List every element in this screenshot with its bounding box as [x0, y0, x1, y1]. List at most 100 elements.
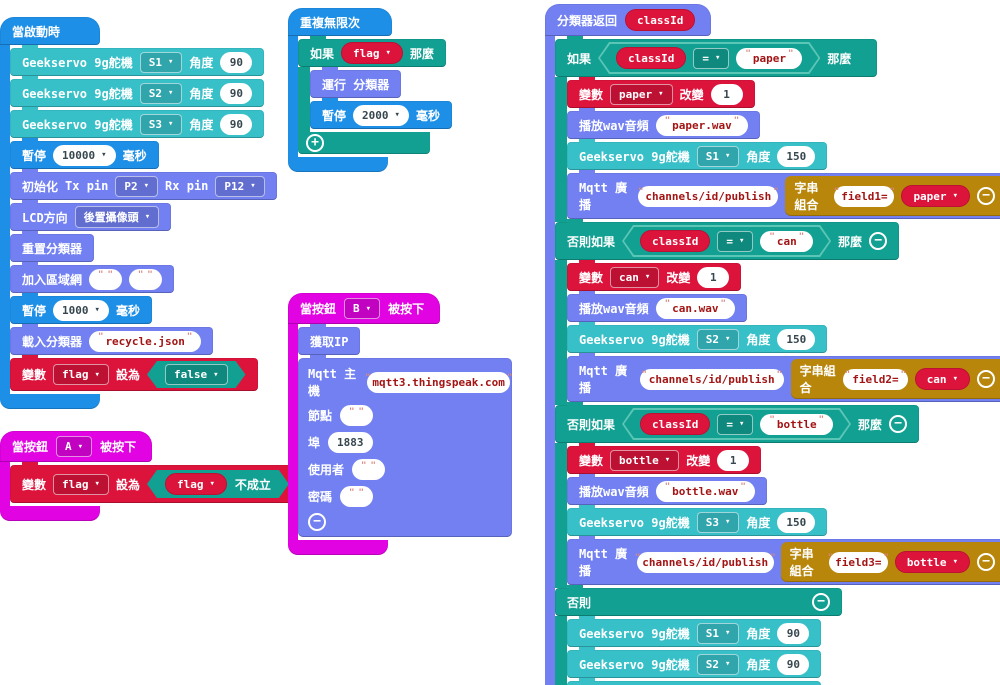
- lcd-direction-block[interactable]: LCD方向 後置攝像頭: [10, 200, 172, 231]
- on-start-stack[interactable]: 當啟動時 Geekservo 9g舵機 S1 角度 90 Geekservo 9…: [0, 17, 277, 409]
- servo-block[interactable]: Geekservo 9g舵機 S1 角度 90: [567, 616, 822, 647]
- change-variable-block[interactable]: 變數 bottle 改變 1: [567, 443, 762, 474]
- variable-dropdown[interactable]: flag: [53, 364, 109, 385]
- forever-stack[interactable]: 重複無限次 如果 flag 那麼 運行 分類器 暫停 2000 毫秒: [288, 8, 452, 172]
- mqtt-topic-field[interactable]: channels/id/publish: [638, 185, 779, 207]
- wifi-password-field[interactable]: [128, 268, 162, 290]
- angle-value-field[interactable]: 150: [777, 328, 816, 350]
- boolean-dropdown-hex[interactable]: false ▾: [147, 361, 246, 388]
- on-button-b-hat-block[interactable]: 當按鈕 B 被按下: [288, 293, 441, 324]
- servo-port-dropdown[interactable]: S2: [139, 82, 183, 104]
- remove-arg-button[interactable]: [976, 187, 995, 205]
- forever-hat-block[interactable]: 重複無限次: [288, 8, 392, 36]
- comparison-dropdown[interactable]: =: [693, 48, 729, 69]
- servo-block[interactable]: Geekservo 9g舵機 S3 角度 90: [10, 107, 265, 138]
- join-wifi-block[interactable]: 加入區域網: [10, 262, 174, 293]
- on-button-b-stack[interactable]: 當按鈕 B 被按下 獲取IP Mqtt 主機 mqtt3.thingspeak.…: [288, 293, 512, 555]
- init-serial-block[interactable]: 初始化 Tx pin P2 Rx pin P12: [10, 169, 277, 200]
- condition-variable-oval[interactable]: flag: [341, 42, 403, 64]
- if-block[interactable]: 如果 flag 那麼 運行 分類器 暫停 2000 毫秒: [298, 36, 452, 154]
- elseif-header[interactable]: 否則如果 classId = can 那麼: [555, 219, 900, 260]
- variable-dropdown[interactable]: paper: [610, 83, 673, 105]
- mqtt-host-field[interactable]: mqtt3.thingspeak.com: [367, 371, 511, 393]
- wifi-ssid-field[interactable]: [89, 268, 122, 290]
- delta-field[interactable]: 1: [697, 266, 730, 288]
- pause-duration-dropdown[interactable]: 10000: [53, 144, 116, 166]
- servo-block[interactable]: Geekservo 9g舵機 S2 角度 90: [567, 647, 822, 678]
- angle-value-field[interactable]: 90: [220, 82, 253, 104]
- compare-string-field[interactable]: paper: [736, 48, 802, 69]
- else-header[interactable]: 否則: [555, 585, 842, 616]
- play-wav-block[interactable]: 播放wav音頻 bottle.wav: [567, 474, 767, 505]
- condition-hex[interactable]: classId = can: [622, 225, 831, 257]
- on-button-a-hat-block[interactable]: 當按鈕 A 被按下: [0, 431, 153, 462]
- angle-value-field[interactable]: 90: [220, 51, 253, 73]
- servo-port-dropdown[interactable]: S2: [696, 328, 740, 350]
- on-start-hat-block[interactable]: 當啟動時: [0, 17, 100, 45]
- servo-block[interactable]: Geekservo 9g舵機 S2 角度 90: [10, 76, 265, 107]
- run-classifier-block[interactable]: 運行 分類器: [310, 67, 402, 98]
- pause-block[interactable]: 暫停 10000 毫秒: [10, 138, 159, 169]
- angle-value-field[interactable]: 90: [220, 113, 253, 135]
- classifier-hat-block[interactable]: 分類器返回 classId: [545, 4, 712, 36]
- classid-param-oval[interactable]: classId: [625, 9, 696, 31]
- play-wav-block[interactable]: 播放wav音頻 paper.wav: [567, 108, 761, 139]
- join-strings-block[interactable]: 字串組合 field3= bottle: [780, 542, 1000, 582]
- remove-branch-button[interactable]: [812, 593, 830, 611]
- button-dropdown[interactable]: B: [344, 298, 381, 319]
- on-button-a-stack[interactable]: 當按鈕 A 被按下 變數 flag 設為 flag 不成立: [0, 431, 301, 521]
- condition-hex[interactable]: classId = paper: [598, 42, 820, 74]
- if-header[interactable]: 如果 flag 那麼: [298, 36, 446, 67]
- collapse-options-button[interactable]: [308, 513, 326, 531]
- servo-port-dropdown[interactable]: S3: [139, 113, 183, 135]
- change-variable-block[interactable]: 變數 paper 改變 1: [567, 77, 755, 108]
- remove-arg-button[interactable]: [976, 553, 995, 571]
- classid-oval[interactable]: classId: [640, 230, 710, 252]
- variable-oval[interactable]: bottle: [894, 551, 970, 573]
- wav-file-field[interactable]: paper.wav: [655, 114, 749, 136]
- boolean-value-dropdown[interactable]: false ▾: [165, 364, 228, 385]
- mqtt-topic-field[interactable]: channels/id/publish: [636, 551, 774, 573]
- field-string[interactable]: field1=: [834, 185, 895, 207]
- pause-block[interactable]: 暫停 2000 毫秒: [310, 98, 452, 129]
- not-expression-hex[interactable]: flag 不成立: [147, 470, 289, 498]
- variable-oval[interactable]: paper: [901, 185, 970, 207]
- wav-file-field[interactable]: can.wav: [655, 297, 735, 319]
- pause-duration-dropdown[interactable]: 1000: [53, 299, 109, 321]
- condition-hex[interactable]: classId = bottle: [622, 408, 851, 440]
- variable-dropdown[interactable]: flag: [53, 473, 109, 495]
- classid-oval[interactable]: classId: [640, 413, 710, 435]
- reset-classifier-block[interactable]: 重置分類器: [10, 231, 95, 262]
- on-button-b-foot[interactable]: [288, 540, 388, 555]
- mqtt-password-field[interactable]: [340, 486, 373, 507]
- servo-port-dropdown[interactable]: S3: [696, 511, 740, 533]
- pause-block[interactable]: 暫停 1000 毫秒: [10, 293, 152, 324]
- remove-branch-button[interactable]: [889, 415, 908, 433]
- on-start-foot[interactable]: [0, 394, 100, 409]
- mqtt-topic-field[interactable]: channels/id/publish: [639, 368, 784, 390]
- servo-block[interactable]: Geekservo 9g舵機 S2 角度 150: [567, 322, 828, 353]
- set-variable-block[interactable]: 變數 flag 設為 false ▾: [10, 355, 258, 391]
- remove-arg-button[interactable]: [976, 370, 995, 388]
- add-branch-button[interactable]: [306, 134, 324, 152]
- mqtt-user-field[interactable]: [352, 459, 385, 480]
- classid-oval[interactable]: classId: [616, 47, 686, 69]
- mqtt-publish-block[interactable]: Mqtt 廣播 channels/id/publish 字串組合 field2=…: [567, 353, 1000, 402]
- compare-string-field[interactable]: bottle: [760, 414, 833, 435]
- join-strings-block[interactable]: 字串組合 field2= can: [790, 359, 1000, 399]
- field-string[interactable]: field3=: [828, 551, 888, 573]
- variable-dropdown[interactable]: bottle: [610, 449, 680, 471]
- servo-port-dropdown[interactable]: S2: [696, 653, 740, 675]
- angle-value-field[interactable]: 150: [777, 511, 816, 533]
- get-ip-block[interactable]: 獲取IP: [298, 324, 361, 355]
- servo-block[interactable]: Geekservo 9g舵機 S1 角度 90: [10, 45, 265, 76]
- load-classifier-block[interactable]: 載入分類器 recycle.json: [10, 324, 214, 355]
- mqtt-port-field[interactable]: 1883: [328, 432, 373, 453]
- comparison-dropdown[interactable]: =: [717, 414, 753, 435]
- angle-value-field[interactable]: 90: [777, 653, 810, 675]
- button-dropdown[interactable]: A: [56, 436, 93, 457]
- change-variable-block[interactable]: 變數 can 改變 1: [567, 260, 742, 291]
- set-variable-block[interactable]: 變數 flag 設為 flag 不成立: [10, 462, 301, 503]
- mqtt-publish-block[interactable]: Mqtt 廣播 channels/id/publish 字串組合 field1=…: [567, 170, 1000, 219]
